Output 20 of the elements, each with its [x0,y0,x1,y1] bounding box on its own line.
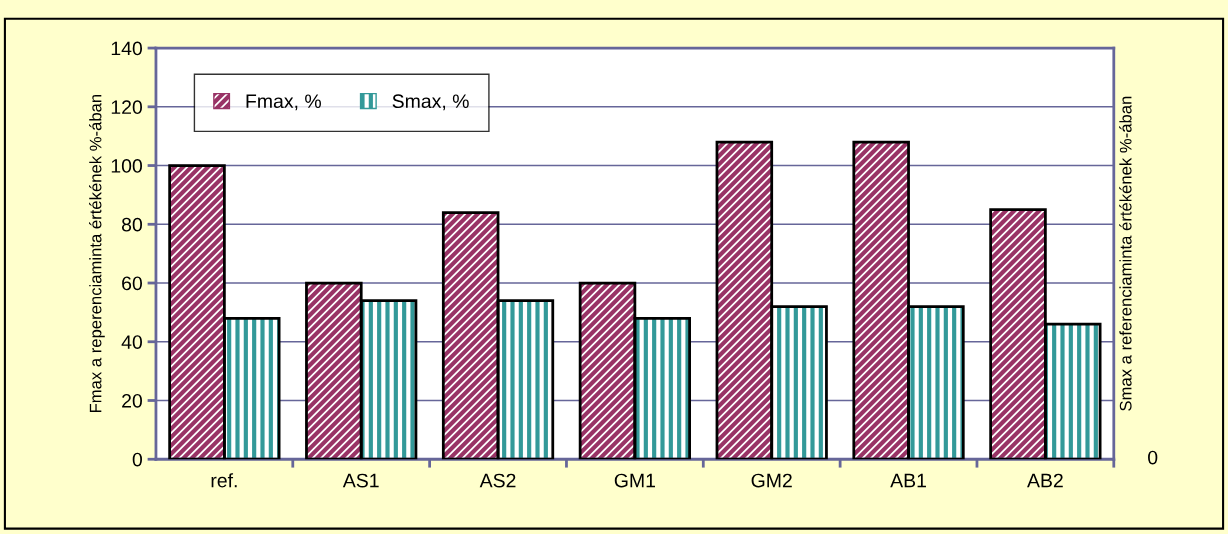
x-tick-label: AS1 [342,473,379,488]
y-axis-title: Fmax a reperenciaminta értékének %-ában [89,94,105,413]
y-tick-label: 140 [111,41,142,56]
x-tick-label: AB1 [890,473,926,488]
x-tick-label: GM1 [614,473,655,488]
y-tick-label: 0 [132,452,142,467]
y-tick-label: 20 [122,393,142,408]
text: 0 [1148,450,1158,465]
x-tick-label: ref. [211,473,237,488]
x-tick-label: GM2 [751,473,792,488]
y2-axis-title: Smax a referenciaminta értékének %-ában [1119,96,1132,411]
legend-label: Fmax, % [246,94,321,111]
legend-label: Smax, % [392,94,469,111]
x-tick-label: AB2 [1027,473,1063,488]
y-tick-label: 60 [122,276,142,291]
y-tick-label: 80 [121,217,142,232]
y-tick-label: 40 [121,335,142,349]
y-tick-label: 100 [111,159,142,173]
x-tick-label: AS2 [479,473,516,488]
y-tick-label: 120 [111,100,142,115]
